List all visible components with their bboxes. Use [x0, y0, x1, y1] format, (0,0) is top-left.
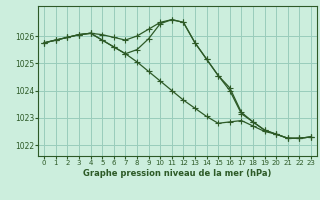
X-axis label: Graphe pression niveau de la mer (hPa): Graphe pression niveau de la mer (hPa)	[84, 169, 272, 178]
